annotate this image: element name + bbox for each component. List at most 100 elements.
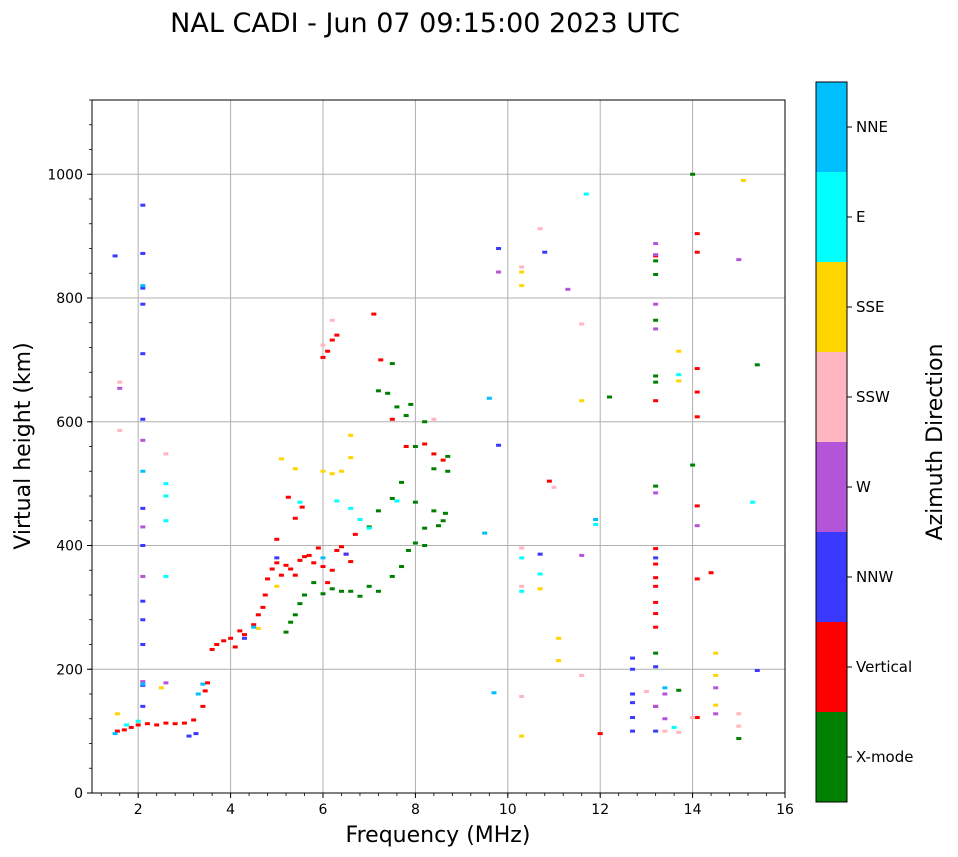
y-tick-label: 0: [74, 786, 83, 802]
data-point-x-mode: [297, 602, 303, 606]
data-point-sse: [556, 659, 562, 663]
plot-background: [92, 100, 785, 793]
data-point-x-mode: [653, 484, 659, 488]
data-point-x-mode: [653, 380, 659, 384]
data-point-ssw: [736, 724, 742, 728]
data-point-nnw: [754, 668, 760, 672]
data-point-vertical: [325, 349, 331, 353]
data-point-x-mode: [375, 389, 381, 393]
data-point-vertical: [422, 442, 428, 446]
data-point-vertical: [209, 647, 215, 651]
data-point-w: [140, 680, 146, 684]
data-point-nnw: [140, 203, 146, 207]
data-point-sse: [556, 636, 562, 640]
data-point-nnw: [140, 704, 146, 708]
data-point-x-mode: [320, 592, 326, 596]
data-point-x-mode: [440, 519, 446, 523]
colorbar-segment: [816, 532, 847, 622]
data-point-w: [140, 438, 146, 442]
data-point-x-mode: [736, 737, 742, 741]
data-point-nnw: [496, 443, 502, 447]
x-axis: 2 4 6 8 10 12 14 16: [100, 793, 794, 818]
data-point-vertical: [653, 576, 659, 580]
colorbar-segment: [816, 82, 847, 172]
data-point-vertical: [329, 338, 335, 342]
colorbar-tick-label: E: [856, 208, 865, 226]
x-axis-label: Frequency (MHz): [346, 823, 531, 848]
data-point-ssw: [690, 716, 696, 720]
data-point-vertical: [334, 333, 340, 337]
data-point-vertical: [241, 633, 247, 637]
data-point-vertical: [694, 232, 700, 236]
data-point-nnw: [140, 618, 146, 622]
data-point-vertical: [181, 721, 187, 725]
data-point-vertical: [135, 723, 141, 727]
data-point-e: [135, 719, 141, 723]
data-point-sse: [740, 178, 746, 182]
data-point-x-mode: [399, 565, 405, 569]
data-point-nnw: [630, 716, 636, 720]
data-point-x-mode: [412, 541, 418, 545]
data-point-sse: [348, 433, 354, 437]
data-point-vertical: [694, 504, 700, 508]
data-point-e: [163, 574, 169, 578]
data-point-vertical: [205, 681, 210, 685]
data-point-nnw: [140, 643, 146, 646]
data-point-w: [662, 692, 668, 696]
data-point-vertical: [389, 417, 395, 421]
data-point-nne: [112, 732, 118, 736]
data-point-vertical: [334, 548, 340, 552]
x-tick-label: 16: [776, 802, 794, 818]
data-point-w: [117, 386, 123, 390]
data-point-vertical: [325, 581, 331, 585]
data-point-e: [750, 500, 756, 504]
data-point-vertical: [299, 505, 305, 509]
data-point-nnw: [140, 544, 146, 547]
data-point-x-mode: [302, 593, 308, 597]
data-point-sse: [519, 734, 525, 738]
data-point-e: [583, 192, 589, 196]
data-point-sse: [320, 469, 326, 473]
data-point-x-mode: [422, 420, 428, 424]
y-axis: 0 200 400 600 800 1000: [47, 99, 92, 802]
data-point-x-mode: [442, 511, 448, 515]
data-point-sse: [278, 457, 284, 461]
data-point-w: [653, 253, 659, 257]
data-point-vertical: [292, 516, 298, 520]
colorbar-segment: [816, 622, 847, 712]
data-point-vertical: [371, 312, 377, 316]
colorbar-segment: [816, 172, 847, 262]
data-point-vertical: [260, 605, 266, 609]
data-point-nne: [140, 682, 146, 686]
data-point-vertical: [403, 445, 409, 448]
data-point-e: [394, 499, 400, 503]
data-point-vertical: [694, 367, 700, 371]
grid-lines: [92, 100, 785, 793]
data-point-vertical: [348, 560, 354, 564]
data-point-w: [496, 270, 502, 274]
data-point-x-mode: [394, 405, 400, 409]
data-point-vertical: [265, 577, 271, 581]
data-point-vertical: [251, 623, 257, 627]
data-point-sse: [713, 703, 719, 707]
x-tick-label: 12: [591, 802, 609, 818]
data-point-x-mode: [329, 587, 335, 591]
data-point-x-mode: [338, 589, 344, 593]
colorbar-segment: [816, 352, 847, 442]
data-point-e: [163, 494, 169, 498]
data-point-e: [537, 572, 543, 576]
data-point-vertical: [694, 250, 700, 254]
data-point-vertical: [288, 567, 294, 571]
data-point-vertical: [172, 722, 178, 726]
data-point-nnw: [630, 701, 636, 705]
data-point-w: [653, 491, 659, 495]
data-point-vertical: [378, 358, 384, 362]
data-point-x-mode: [389, 496, 395, 500]
data-point-nnw: [241, 636, 247, 640]
data-point-nnw: [537, 552, 543, 556]
data-point-nnw: [630, 729, 636, 733]
data-point-w: [140, 525, 146, 529]
data-point-ssw: [320, 343, 326, 347]
colorbar-tick-label: W: [856, 478, 871, 496]
data-point-x-mode: [311, 581, 317, 585]
